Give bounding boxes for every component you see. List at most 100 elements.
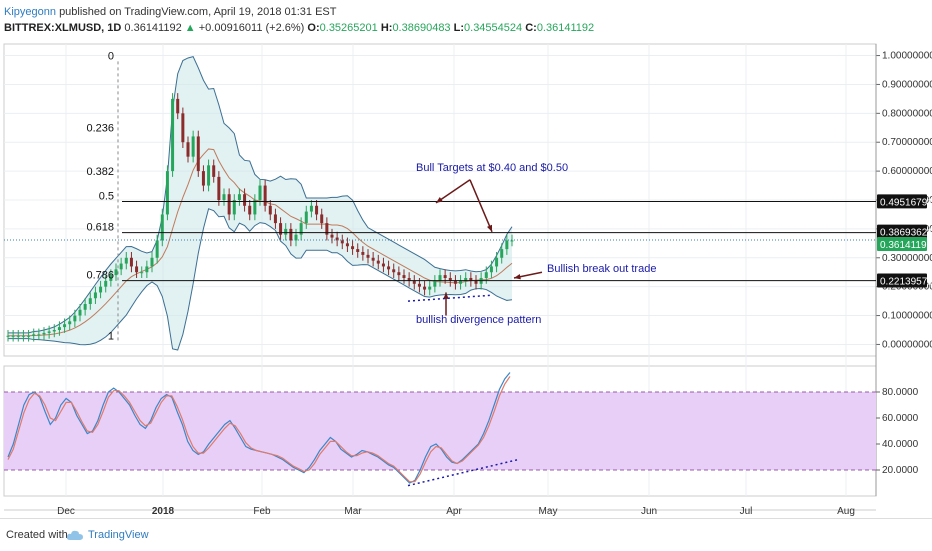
stoch-d-line [7,376,511,483]
fib-level-label: 0.618 [86,222,114,234]
candle-body [248,205,252,215]
candle-body [500,249,504,258]
candle-body [165,171,169,215]
candle-body [474,280,478,284]
candle-body [469,278,473,281]
symbol-label[interactable]: BITTREX:XLMUSD, 1D [4,22,122,34]
candle-body [243,194,247,206]
x-tick-label: Jul [740,506,753,517]
fib-level-label: 0 [108,50,114,62]
arrow-target-1-head [436,197,443,203]
price-label-text: 0.22139571 [880,276,932,287]
bollinger-upper-line [8,56,513,334]
annotation-divergence: bullish divergence pattern [416,314,541,326]
candle-body [459,280,463,284]
low-label: L: [453,22,465,34]
arrow-target-2 [469,179,493,233]
high-value: 0.38690483 [392,22,451,34]
candle-body [124,257,128,264]
candle-body [176,98,180,114]
last-price: 0.36141192 [124,22,182,34]
candle-body [335,237,339,241]
y-tick-label: 1.00000000 [882,51,932,62]
candle-body [27,335,31,337]
candle-body [88,298,92,304]
y-tick-label: 0.10000000 [882,311,932,322]
author-name[interactable]: Kipyegonn [4,6,56,18]
candle-body [93,292,97,299]
candle-body [222,194,226,200]
candle-body [392,269,396,273]
candle-body [109,275,113,281]
candle-body [371,257,375,261]
tradingview-cloud-icon[interactable] [66,528,84,542]
fib-level-label: 0.382 [86,166,114,178]
stoch-divergence-trendline [407,458,519,487]
bollinger-lower-line [8,208,513,351]
candle-body [263,185,267,206]
candle-body [217,176,221,200]
x-tick-label: Mar [344,506,362,517]
fib-level-label: 0.786 [86,270,114,282]
candle-body [428,286,432,290]
candle-body [227,194,231,215]
footer: Created with TradingView [0,518,932,551]
candle-body [325,223,329,235]
candle-body [453,280,457,284]
candle-body [423,286,427,290]
candle-body [57,327,61,330]
fib-level-label: 1 [108,331,114,343]
stoch-tick-label: 40.0000 [882,439,919,450]
arrow-breakout-head [514,274,521,280]
candle-body [340,240,344,244]
arrow-target-1 [435,179,471,204]
y-tick-label: 0.30000000 [882,253,932,264]
candle-body [232,200,236,215]
candle-body [253,200,257,215]
candle-body [99,286,103,293]
close-label: C: [525,22,537,34]
candle-body [376,260,380,264]
candle-body [135,266,139,273]
candle-body [47,331,51,333]
trading-chart[interactable]: Dec 2018 Feb Mar Apr May Jun Jul Aug 1.00000000 0.… [0,0,932,518]
y-tick-label: 0.60000000 [882,166,932,177]
x-tick-label: Dec [57,506,75,517]
candle-body [495,257,499,267]
candle-body [83,304,87,310]
open-label: O: [307,22,320,34]
candle-body [114,269,118,276]
candle-body [407,278,411,281]
candle-body [258,185,262,200]
y-tick-label: 0.70000000 [882,137,932,148]
up-triangle-icon: ▲ [184,22,196,34]
candle-body [361,252,365,255]
tradingview-brand[interactable]: TradingView [88,529,149,541]
candle-body [73,315,77,322]
candle-body [273,214,277,224]
candle-body [104,280,108,287]
candle-body [78,309,82,316]
price-label-box [877,224,927,239]
candle-body [356,249,360,252]
candle-body [489,266,493,273]
candle-body [304,211,308,224]
stoch-tick-label: 60.0000 [882,413,919,424]
candle-body [417,283,421,287]
candle-body [448,278,452,281]
candle-body [145,266,149,273]
arrow-divergence-head [443,292,449,299]
candle-body [279,223,283,235]
price-label-box [877,237,927,252]
candle-body [464,278,468,281]
price-change: +0.00916011 (+2.6%) [198,22,305,34]
candle-body [52,330,56,332]
candle-body [207,165,211,186]
candle-body [37,334,41,336]
candle-body [191,136,195,157]
created-with-text: Created with [6,529,68,541]
candle-body [119,263,123,270]
close-value: 0.36141192 [536,22,595,34]
candle-body [237,194,241,200]
high-label: H: [380,22,393,34]
